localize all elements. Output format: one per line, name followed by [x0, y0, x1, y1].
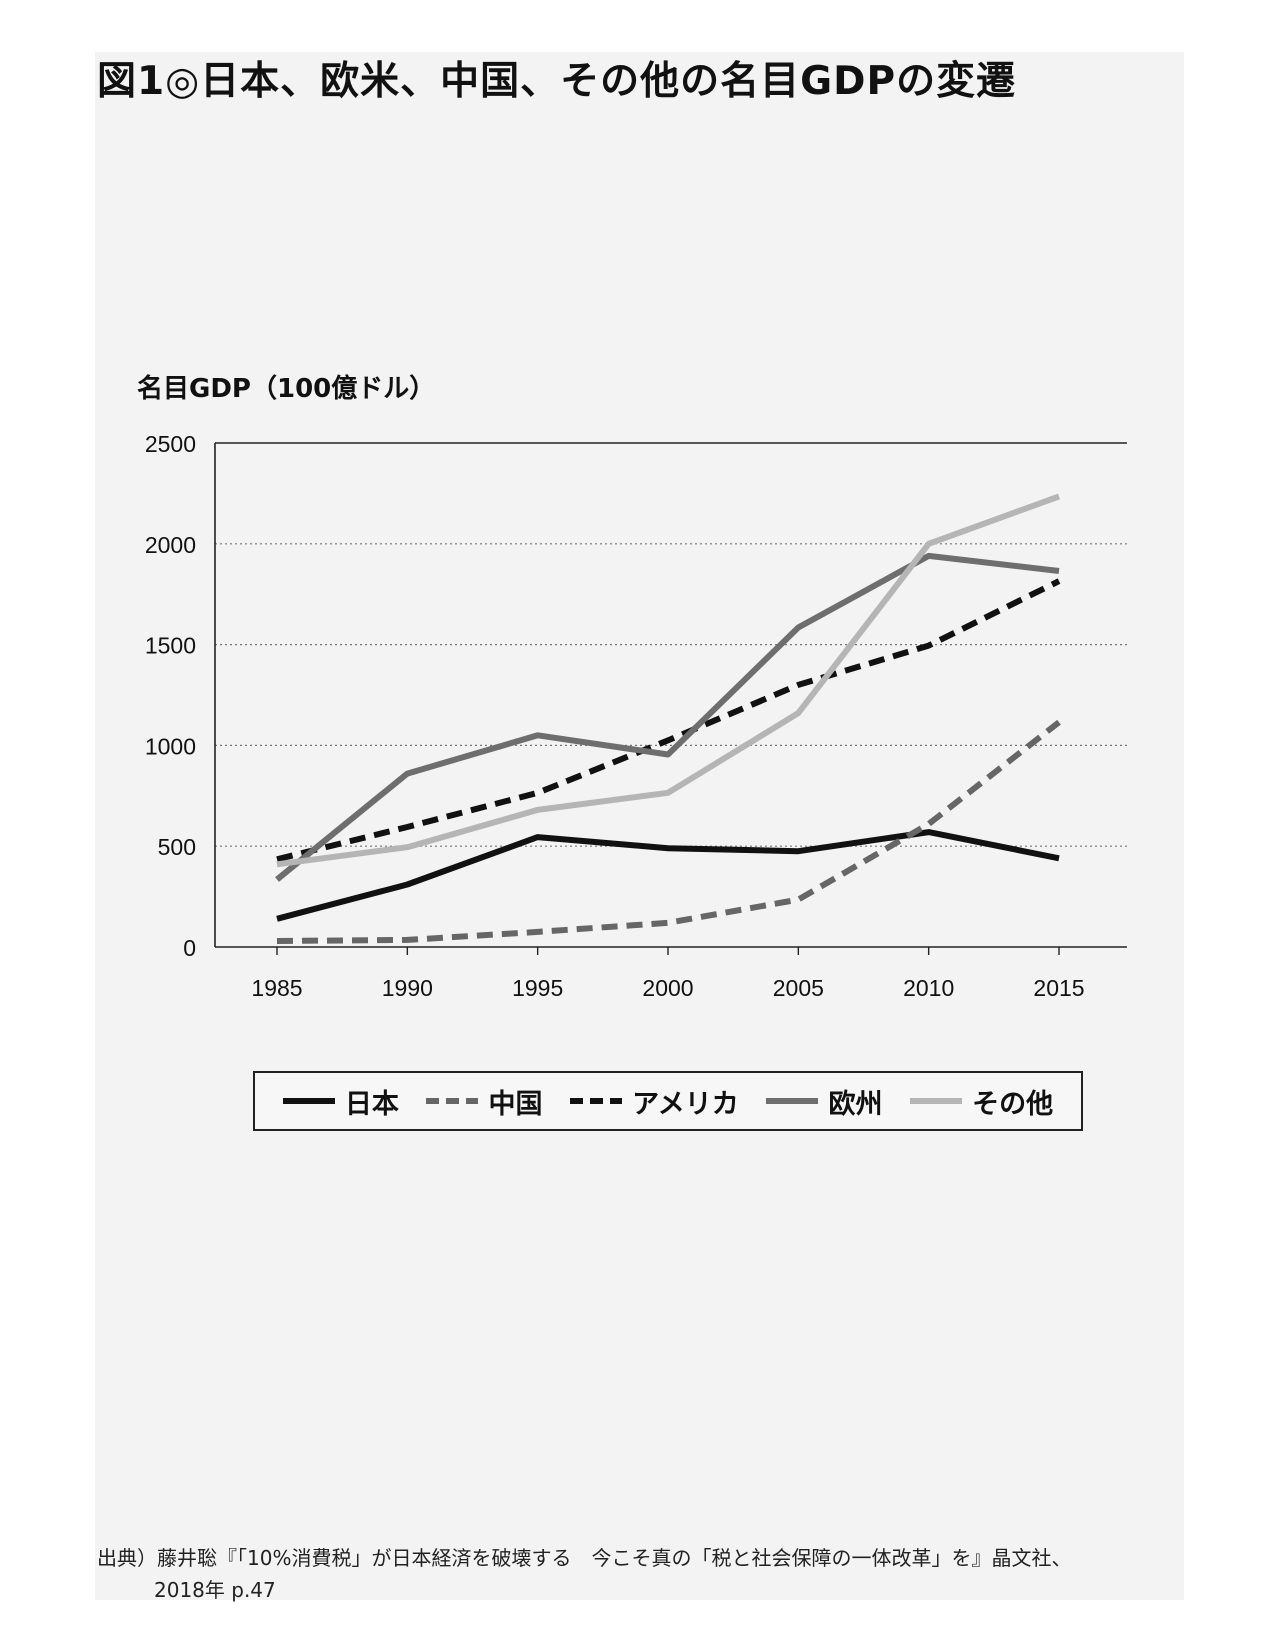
- figure-title: 図1◎日本、欧米、中国、その他の名目GDPの変遷: [97, 59, 1017, 104]
- y-tick-label: 2000: [145, 532, 196, 558]
- x-tick-label: 1990: [382, 975, 433, 1001]
- legend-item: その他: [910, 1082, 1053, 1121]
- legend-swatch: [282, 1098, 335, 1104]
- legend-label: 中国: [488, 1088, 543, 1120]
- axes: [214, 442, 1127, 955]
- legend-swatch: [910, 1098, 963, 1104]
- y-tick-label: 500: [158, 834, 196, 860]
- source-citation: 出典）藤井聡『「10%消費税」が日本経済を破壊する 今こそ真の「税と社会保障の一…: [97, 1542, 1071, 1606]
- x-tick-label: 1995: [512, 975, 563, 1001]
- series-line-中国: [276, 719, 1061, 944]
- y-tick-label: 1000: [145, 733, 196, 759]
- legend-swatch: [426, 1098, 479, 1104]
- y-tick-label: 2500: [145, 431, 196, 457]
- source-line-2: 2018年 p.47: [154, 1578, 276, 1602]
- series-line-日本: [276, 829, 1060, 922]
- y-tick-label: 1500: [145, 633, 196, 659]
- y-axis-label: 名目GDP（100億ドル）: [137, 374, 436, 404]
- figure-panel: [95, 52, 1184, 1600]
- legend-item: 日本: [282, 1082, 399, 1121]
- legend-item: 中国: [426, 1082, 542, 1121]
- gridlines: [215, 543, 1127, 847]
- x-tick-label: 1985: [251, 975, 302, 1001]
- legend-label: その他: [972, 1088, 1054, 1120]
- legend: 日本 中国 アメリカ 欧州 その他: [253, 1071, 1083, 1131]
- legend-item: 欧州: [766, 1082, 882, 1121]
- legend-label: 欧州: [828, 1088, 883, 1120]
- y-tick-label: 0: [183, 935, 196, 961]
- legend-item: アメリカ: [570, 1082, 739, 1121]
- legend-swatch: [570, 1098, 623, 1104]
- x-tick-label: 2010: [903, 975, 954, 1001]
- x-tick-label: 2000: [642, 975, 693, 1001]
- legend-swatch: [766, 1098, 819, 1104]
- legend-label: アメリカ: [632, 1088, 739, 1120]
- series-lines: [275, 493, 1061, 944]
- series-line-欧州: [275, 552, 1060, 882]
- series-line-アメリカ: [276, 578, 1061, 863]
- x-tick-label: 2015: [1033, 975, 1084, 1001]
- x-tick-label: 2005: [773, 975, 824, 1001]
- legend-label: 日本: [344, 1088, 399, 1120]
- source-line-1: 出典）藤井聡『「10%消費税」が日本経済を破壊する 今こそ真の「税と社会保障の一…: [97, 1546, 1072, 1570]
- series-line-その他: [276, 493, 1061, 868]
- tick-labels: 0 500 1000 1500 2000 2500 1985 1990 1995 2000 2005…: [145, 431, 1085, 1001]
